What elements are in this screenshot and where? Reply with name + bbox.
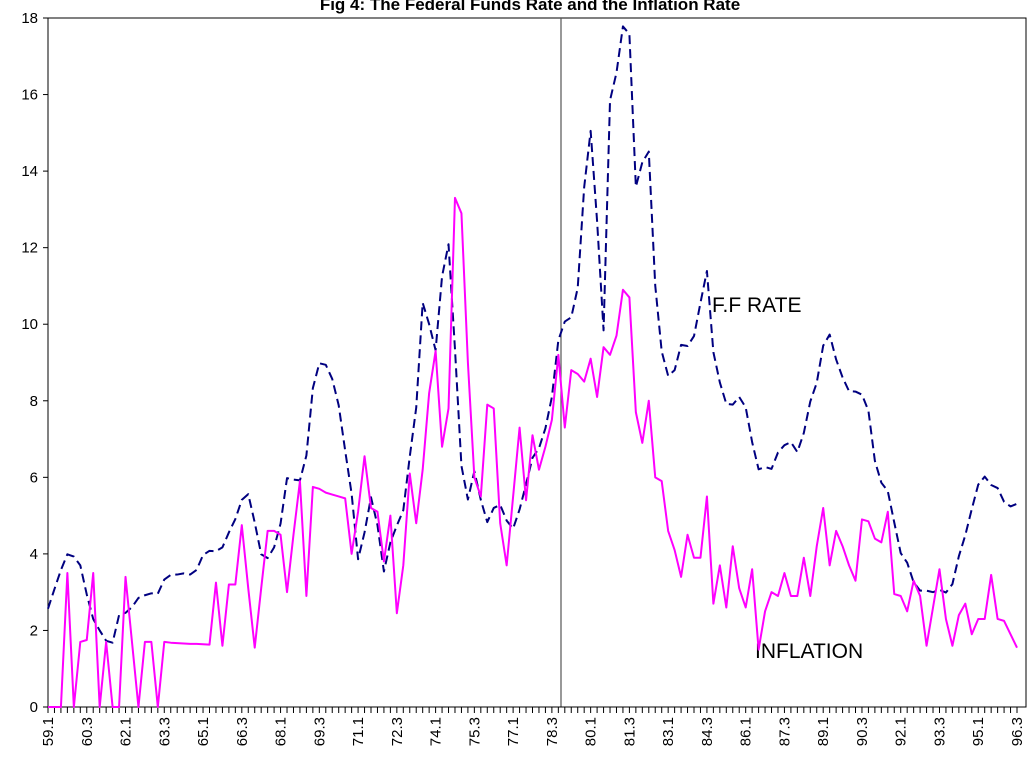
y-tick-label: 6 [30, 469, 38, 486]
x-tick-label: 96.3 [1009, 717, 1026, 746]
y-tick-label: 0 [30, 699, 38, 716]
y-tick-label: 2 [30, 622, 38, 639]
x-tick-label: 83.1 [660, 717, 677, 746]
x-tick-label: 86.1 [738, 717, 755, 746]
x-tick-label: 80.1 [583, 717, 600, 746]
chart-title: Fig 4: The Federal Funds Rate and the In… [320, 0, 740, 14]
series-label: F.F RATE [712, 294, 801, 317]
x-tick-label: 75.3 [466, 717, 483, 746]
x-tick-label: 69.3 [311, 717, 328, 746]
x-tick-label: 62.1 [118, 717, 135, 746]
x-tick-label: 90.3 [854, 717, 871, 746]
x-tick-label: 71.1 [350, 717, 367, 746]
x-tick-label: 66.3 [234, 717, 251, 746]
x-tick-label: 87.3 [776, 717, 793, 746]
x-tick-label: 63.3 [156, 717, 173, 746]
x-tick-label: 84.3 [699, 717, 716, 746]
x-tick-label: 95.1 [970, 717, 987, 746]
y-tick-label: 16 [21, 87, 38, 104]
x-tick-label: 77.1 [505, 717, 522, 746]
x-tick-label: 60.3 [79, 717, 96, 746]
series-line [47, 25, 1018, 644]
x-tick-label: 78.3 [544, 717, 561, 746]
series-label: INFLATION [755, 640, 863, 663]
x-tick-label: 65.1 [195, 717, 212, 746]
x-tick-label: 59.1 [40, 717, 57, 746]
y-tick-label: 14 [21, 163, 38, 180]
x-tick-label: 81.3 [621, 717, 638, 746]
y-tick-label: 4 [30, 546, 38, 563]
x-tick-label: 93.3 [931, 717, 948, 746]
x-tick-label: 68.1 [273, 717, 290, 746]
x-tick-label: 74.1 [428, 717, 445, 746]
plot-frame [47, 17, 1027, 708]
series-line [48, 196, 1018, 708]
y-tick-label: 10 [21, 316, 38, 333]
y-tick-label: 12 [21, 240, 38, 257]
x-tick-label: 92.1 [893, 717, 910, 746]
y-tick-label: 18 [21, 10, 38, 27]
x-tick-label: 72.3 [389, 717, 406, 746]
y-tick-label: 8 [30, 393, 38, 410]
x-tick-label: 89.1 [815, 717, 832, 746]
